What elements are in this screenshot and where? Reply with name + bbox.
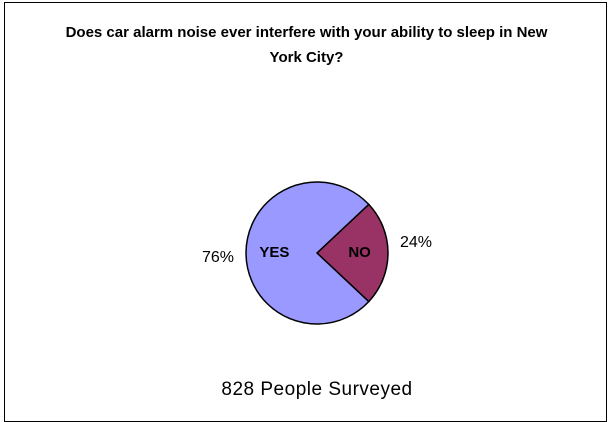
chart: 828 People Surveyed NO 24% YES 76% <box>202 181 432 400</box>
chart-title: Does car alarm noise ever interfere with… <box>65 24 548 66</box>
pie-slice <box>245 181 370 325</box>
slice-label: NO <box>348 244 371 261</box>
value-label: 76% <box>202 249 234 266</box>
annotation: 828 People Surveyed <box>221 379 412 400</box>
value-label: 24% <box>400 234 432 251</box>
pie-slice <box>315 203 389 303</box>
page: Does car alarm noise ever interfere with… <box>4 2 607 422</box>
slice-label: YES <box>259 244 289 261</box>
